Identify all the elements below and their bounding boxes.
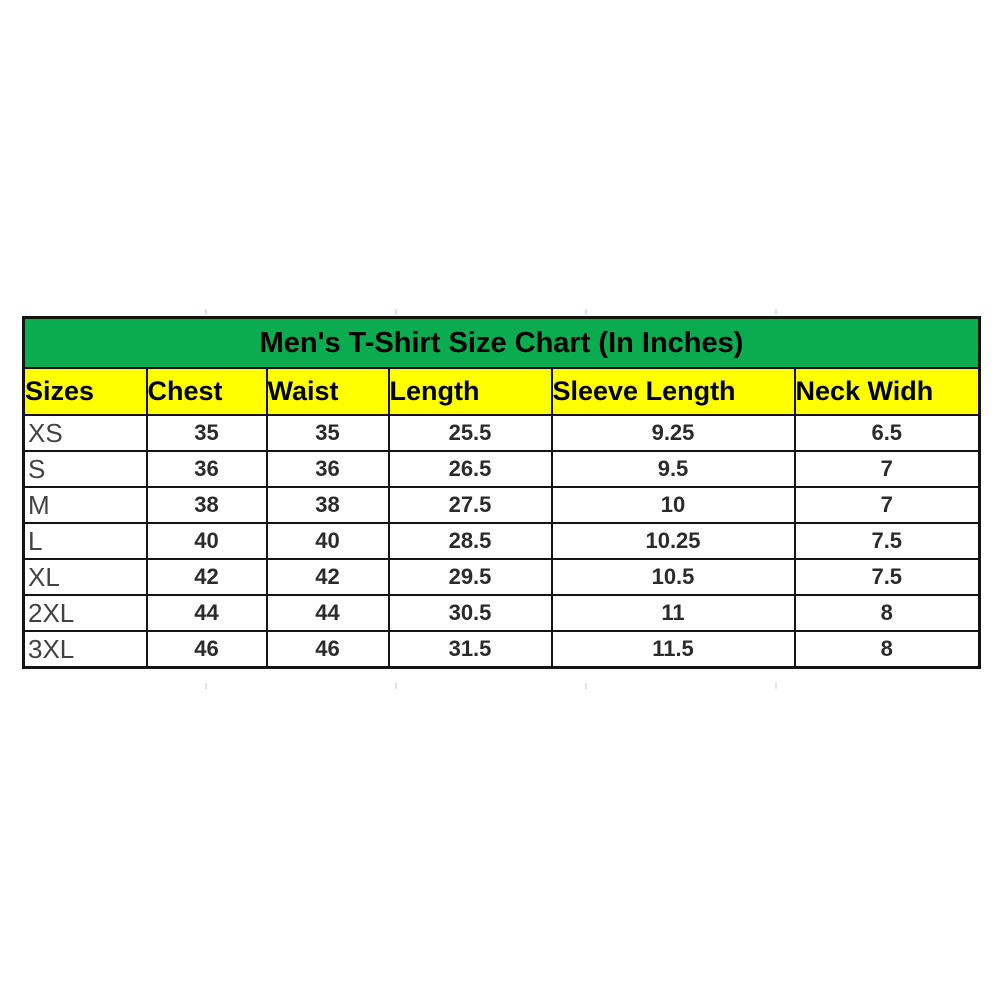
value-cell: 35 (265, 414, 390, 452)
table-row-xs: XS 35 35 25.5 9.25 6.5 (22, 414, 981, 452)
value-cell: 38 (265, 486, 390, 524)
value-cell: 7 (793, 450, 981, 488)
value-cell: 46 (265, 630, 390, 669)
size-chart-table: Men's T-Shirt Size Chart (In Inches) Siz… (22, 316, 982, 669)
size-cell: XL (22, 558, 148, 596)
value-cell: 30.5 (387, 594, 553, 632)
value-cell: 8 (793, 630, 981, 669)
value-cell: 29.5 (387, 558, 553, 596)
table-row-m: M 38 38 27.5 10 7 (22, 486, 981, 524)
value-cell: 46 (145, 630, 268, 669)
value-cell: 7 (793, 486, 981, 524)
col-header-chest: Chest (145, 367, 268, 416)
value-cell: 26.5 (387, 450, 553, 488)
value-cell: 42 (145, 558, 268, 596)
value-cell: 36 (145, 450, 268, 488)
size-cell: M (22, 486, 148, 524)
value-cell: 28.5 (387, 522, 553, 560)
col-header-waist: Waist (265, 367, 390, 416)
value-cell: 27.5 (387, 486, 553, 524)
value-cell: 31.5 (387, 630, 553, 669)
gridline-artifact (205, 309, 207, 315)
value-cell: 10 (550, 486, 796, 524)
size-cell: 2XL (22, 594, 148, 632)
gridline-artifact (395, 309, 397, 315)
size-cell: L (22, 522, 148, 560)
value-cell: 42 (265, 558, 390, 596)
gridline-artifact (775, 309, 777, 315)
table-row-2xl: 2XL 44 44 30.5 11 8 (22, 594, 981, 632)
size-cell: 3XL (22, 630, 148, 669)
value-cell: 10.5 (550, 558, 796, 596)
gridline-artifact (585, 309, 587, 315)
value-cell: 38 (145, 486, 268, 524)
col-header-sizes: Sizes (22, 367, 148, 416)
col-header-neck-width: Neck Widh (793, 367, 981, 416)
value-cell: 7.5 (793, 522, 981, 560)
gridline-artifact (205, 683, 207, 689)
value-cell: 11 (550, 594, 796, 632)
gridline-artifact (775, 683, 777, 689)
table-title-row: Men's T-Shirt Size Chart (In Inches) (22, 316, 981, 369)
table-title: Men's T-Shirt Size Chart (In Inches) (22, 316, 981, 369)
table-row-l: L 40 40 28.5 10.25 7.5 (22, 522, 981, 560)
gridline-artifact (395, 683, 397, 689)
value-cell: 44 (265, 594, 390, 632)
value-cell: 40 (145, 522, 268, 560)
table-row-xl: XL 42 42 29.5 10.5 7.5 (22, 558, 981, 596)
value-cell: 11.5 (550, 630, 796, 669)
value-cell: 35 (145, 414, 268, 452)
size-cell: XS (22, 414, 148, 452)
table-row-s: S 36 36 26.5 9.5 7 (22, 450, 981, 488)
table-row-3xl: 3XL 46 46 31.5 11.5 8 (22, 630, 981, 669)
value-cell: 25.5 (387, 414, 553, 452)
value-cell: 44 (145, 594, 268, 632)
value-cell: 9.5 (550, 450, 796, 488)
value-cell: 36 (265, 450, 390, 488)
gridline-artifact (585, 683, 587, 689)
size-cell: S (22, 450, 148, 488)
col-header-sleeve-length: Sleeve Length (550, 367, 796, 416)
value-cell: 10.25 (550, 522, 796, 560)
value-cell: 8 (793, 594, 981, 632)
col-header-length: Length (387, 367, 553, 416)
value-cell: 6.5 (793, 414, 981, 452)
value-cell: 7.5 (793, 558, 981, 596)
table-header-row: Sizes Chest Waist Length Sleeve Length N… (22, 367, 981, 416)
value-cell: 40 (265, 522, 390, 560)
value-cell: 9.25 (550, 414, 796, 452)
